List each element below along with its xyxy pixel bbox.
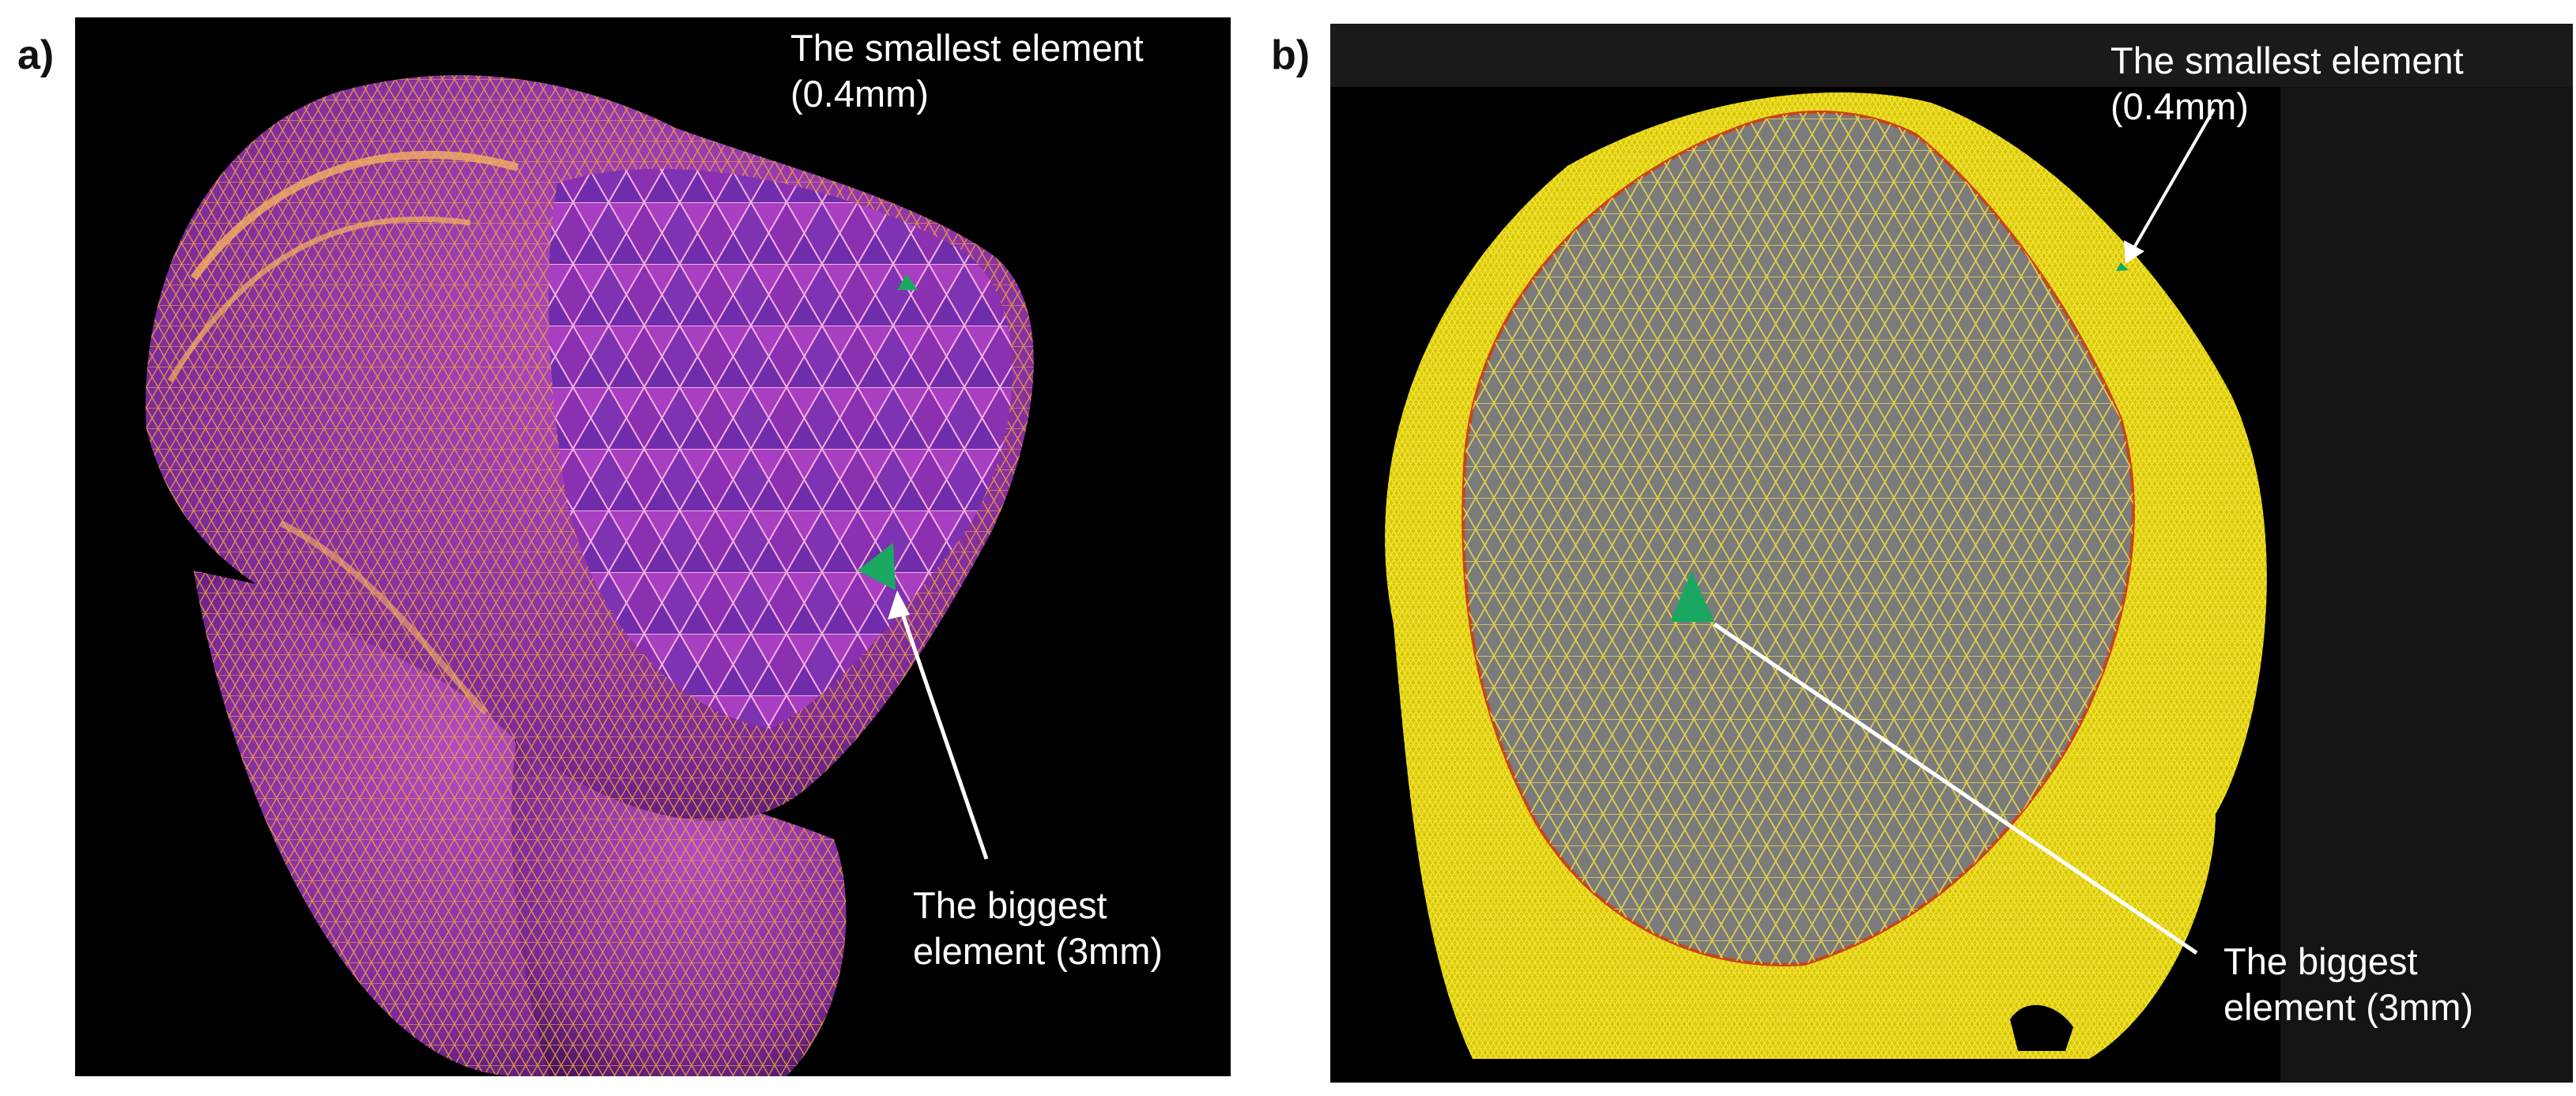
biggest-element-arrow [895,597,989,860]
biggest-element-arrow [1713,622,2198,955]
biggest-element-marker [1670,571,1714,622]
panel-b-label: b) [1271,32,1311,78]
panel-a-label: a) [17,32,55,78]
smallest-element-marker [897,274,918,290]
panel-b-top-strip [1330,24,2573,87]
panel-b-mesh-view: The smallest element (0.4mm) The biggest… [1330,24,2573,1083]
biggest-element-marker [858,543,896,590]
panel-b-biggest-annotation: The biggest element (3mm) [2223,940,2474,1028]
panel-a-smallest-annotation: The smallest element (0.4mm) [790,27,1144,115]
panel-a-mesh-render [145,75,1034,1076]
panel-b-mesh-render [1385,92,2267,1059]
panel-a-biggest-annotation: The biggest element (3mm) [913,884,1164,972]
panel-a-mesh-view: The smallest element (0.4mm) The biggest… [75,17,1231,1076]
panel-b-smallest-annotation: The smallest element (0.4mm) [2110,40,2464,127]
panel-b-right-strip [2280,87,2573,1083]
smallest-element-marker [2116,262,2129,271]
smallest-element-arrow [2129,108,2216,255]
